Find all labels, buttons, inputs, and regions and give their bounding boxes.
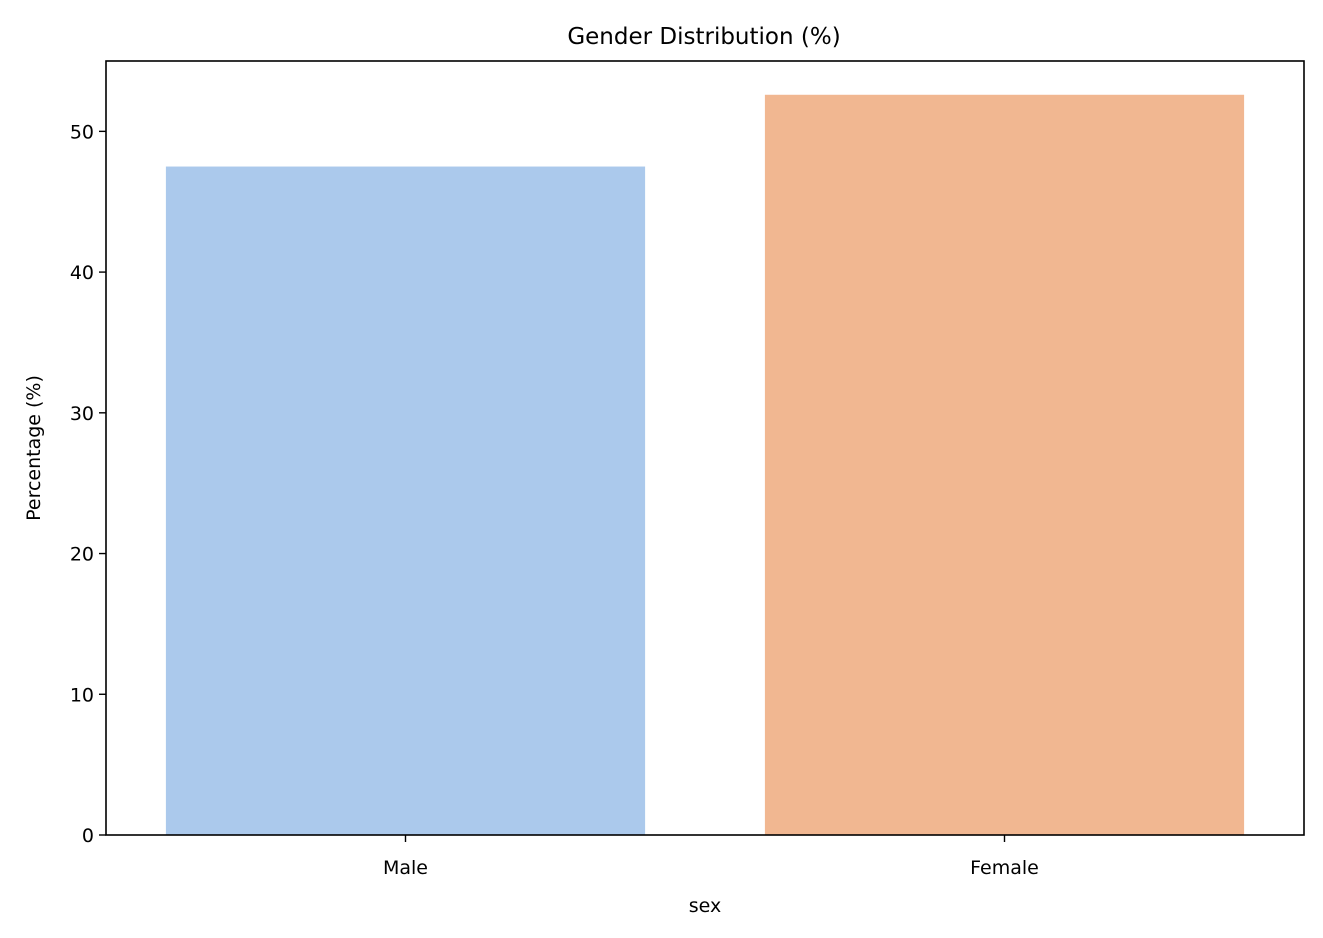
x-axis-label: sex bbox=[689, 895, 722, 917]
y-tick-label: 30 bbox=[70, 403, 94, 425]
chart-title: Gender Distribution (%) bbox=[567, 24, 840, 50]
bar-female bbox=[764, 94, 1245, 836]
y-tick-label: 10 bbox=[70, 684, 94, 706]
y-axis: 0 10 20 30 40 50 bbox=[70, 121, 106, 847]
plot-frame bbox=[105, 60, 1305, 836]
y-axis-label: Percentage (%) bbox=[23, 375, 45, 521]
x-tick-label: Female bbox=[970, 857, 1039, 879]
bar-male bbox=[165, 166, 646, 835]
y-tick-label: 40 bbox=[70, 262, 94, 284]
y-tick-label: 50 bbox=[70, 121, 94, 143]
y-tick-label: 20 bbox=[70, 544, 94, 566]
x-tick-label: Male bbox=[383, 857, 428, 879]
x-axis: Male Female bbox=[383, 835, 1039, 879]
bars-group bbox=[165, 94, 1245, 836]
y-tick-label: 0 bbox=[82, 825, 94, 847]
